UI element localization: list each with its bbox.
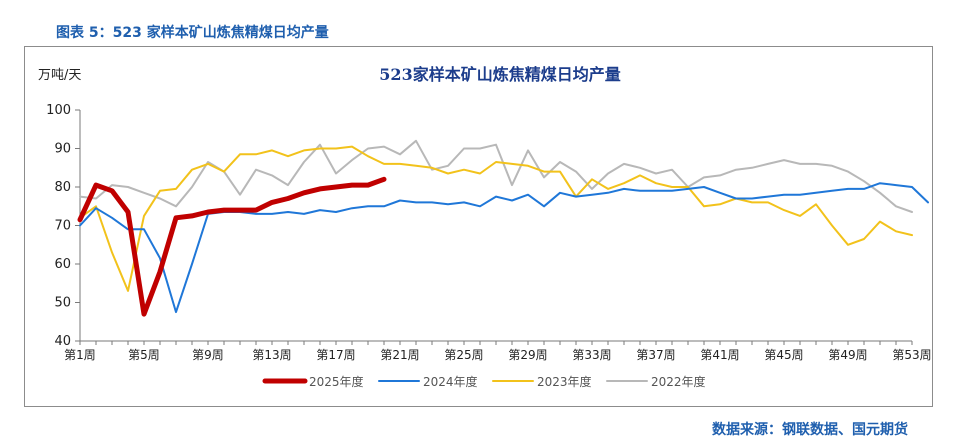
legend-label-2022年度: 2022年度 xyxy=(651,374,706,389)
series-line-2025年度 xyxy=(77,176,387,317)
y-tick-label: 70 xyxy=(54,219,71,234)
x-tick-label: 第25周 xyxy=(444,348,483,362)
x-tick-label: 第49周 xyxy=(828,348,867,362)
y-axis-unit-label: 万吨/天 xyxy=(38,68,81,83)
x-tick-label: 第9周 xyxy=(192,348,224,362)
legend: 2025年度 2024年度 2023年度 2022年度 xyxy=(262,374,706,389)
axes: 40 50 60 70 80 90 100 第1周 第5周 第9周 第13周 第17周 第21周 第25周… xyxy=(46,103,931,362)
series-lines xyxy=(77,139,929,317)
chart-frame xyxy=(24,46,933,407)
legend-label-2025年度: 2025年度 xyxy=(309,374,364,389)
x-tick-label: 第53周 xyxy=(892,348,931,362)
x-tick-label: 第41周 xyxy=(700,348,739,362)
figure-caption: 图表 5：523 家样本矿山炼焦精煤日均产量 xyxy=(56,25,329,41)
series-line-2022年度 xyxy=(79,139,913,213)
data-source-note: 数据来源：钢联数据、国元期货 xyxy=(712,422,908,438)
x-tick-label: 第1周 xyxy=(64,348,96,362)
x-tick-label: 第5周 xyxy=(128,348,160,362)
chart-title: 523家样本矿山炼焦精煤日均产量 xyxy=(379,65,620,84)
x-tick-label: 第21周 xyxy=(380,348,419,362)
x-tick-label: 第17周 xyxy=(316,348,355,362)
y-tick-label: 60 xyxy=(54,257,71,272)
series-line-2024年度 xyxy=(79,182,929,314)
legend-label-2024年度: 2024年度 xyxy=(423,374,478,389)
x-tick-label: 第13周 xyxy=(252,348,291,362)
x-tick-label: 第33周 xyxy=(572,348,611,362)
x-tick-label: 第37周 xyxy=(636,348,675,362)
x-tick-label: 第45周 xyxy=(764,348,803,362)
y-tick-label: 90 xyxy=(54,142,71,157)
y-tick-label: 80 xyxy=(54,180,71,195)
series-line-2023年度 xyxy=(79,145,913,292)
x-tick-label: 第29周 xyxy=(508,348,547,362)
y-tick-label: 100 xyxy=(46,103,71,118)
y-tick-label: 40 xyxy=(54,334,71,349)
legend-label-2023年度: 2023年度 xyxy=(537,374,592,389)
y-tick-label: 50 xyxy=(54,296,71,311)
